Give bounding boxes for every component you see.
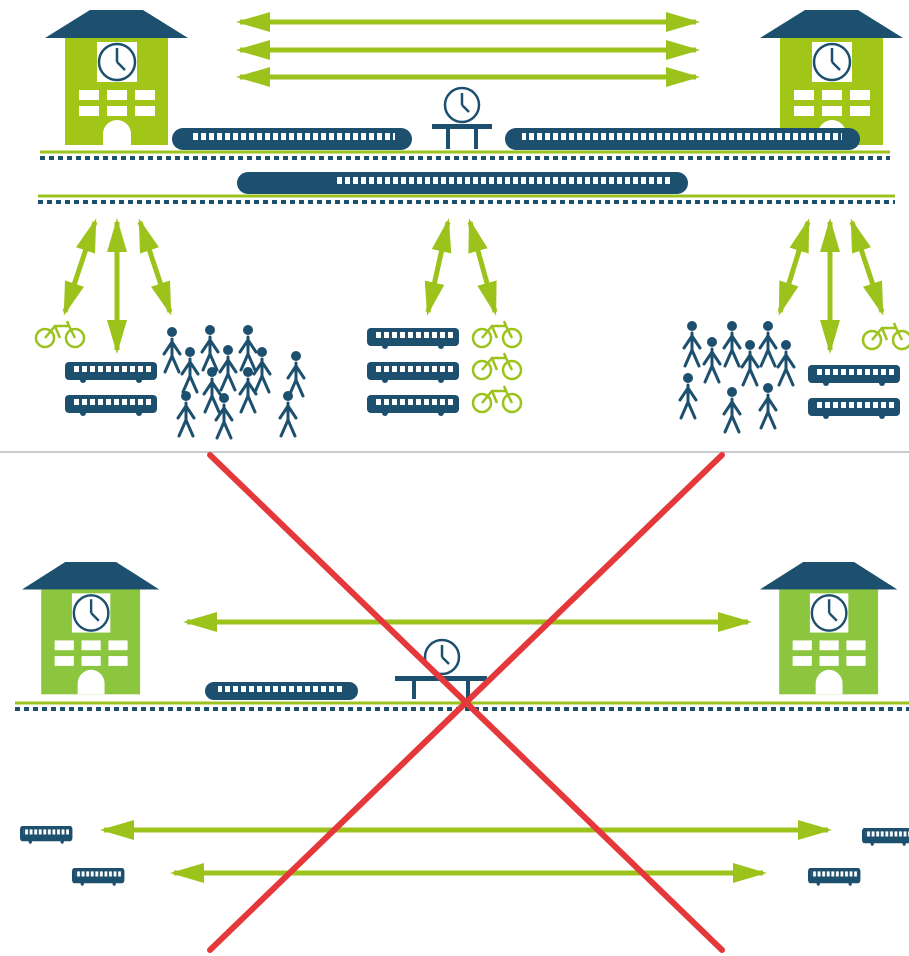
- top-scene-part: [758, 8, 905, 147]
- clock-platform-part: [466, 681, 470, 699]
- red-cross: [207, 452, 725, 953]
- top-scene-part: [740, 338, 760, 387]
- top-scene-part: [202, 365, 222, 414]
- access-arrows-part: [62, 218, 98, 316]
- top-scene-part: [65, 395, 157, 416]
- top-scene-part: [162, 325, 182, 374]
- access-arrows: [62, 218, 885, 354]
- train-part: [218, 686, 343, 692]
- clock-platform-part: [461, 104, 470, 113]
- access-arrows-part: [137, 218, 173, 316]
- top-scene-part: [176, 389, 196, 438]
- top-scene-part: [200, 323, 220, 372]
- access-arrows-part: [424, 218, 452, 316]
- top-scene-part: [238, 323, 258, 372]
- top-scene: [34, 8, 909, 440]
- top-scene-part: [678, 371, 698, 420]
- track: [38, 150, 895, 204]
- train-part: [335, 177, 670, 184]
- top-scene-part: [722, 385, 742, 434]
- top-scene-part: [286, 349, 306, 398]
- clock-platform-part: [432, 124, 492, 129]
- top-scene-part: [758, 319, 778, 368]
- access-arrows-part: [849, 218, 885, 316]
- top-scene-part: [367, 328, 459, 349]
- top-scene-part: [278, 389, 298, 438]
- clock-platform-part: [412, 681, 416, 699]
- station-arrows: [236, 12, 700, 87]
- top-scene-part: [722, 319, 742, 368]
- top-scene-part: [682, 319, 702, 368]
- bottom-scene-part: [758, 560, 899, 696]
- top-scene-part: [34, 319, 86, 349]
- top-scene-part: [65, 362, 157, 383]
- clock-platform: [432, 86, 492, 149]
- top-scene-part: [252, 345, 272, 394]
- bottom-scene: [15, 560, 909, 886]
- top-scene-part: [758, 381, 778, 430]
- top-scene-part: [214, 391, 234, 440]
- clock-platform-part: [474, 129, 478, 149]
- access-arrows-part: [777, 218, 811, 316]
- bottom-scene-part: [808, 868, 861, 886]
- train-part: [522, 133, 842, 140]
- top-scene-part: [43, 8, 190, 147]
- bottom-scene-part: [862, 828, 909, 846]
- clock-platform-part: [446, 129, 450, 149]
- top-scene-part: [471, 384, 523, 414]
- top-scene-part: [702, 335, 722, 384]
- bottom-scene-part: [72, 868, 125, 886]
- top-scene-part: [808, 398, 900, 419]
- top-scene-part: [861, 321, 909, 351]
- top-scene-part: [367, 395, 459, 416]
- top-scene-part: [808, 365, 900, 386]
- bus-arrows: [100, 820, 832, 883]
- top-scene-part: [180, 345, 200, 394]
- access-arrows-part: [467, 218, 498, 316]
- train: [205, 682, 358, 700]
- train-part: [190, 133, 395, 140]
- top-scene-part: [218, 343, 238, 392]
- bottom-scene-part: [20, 826, 73, 844]
- top-scene-part: [471, 351, 523, 381]
- top-scene-part: [471, 319, 523, 349]
- top-scene-part: [367, 362, 459, 383]
- bottom-scene-part: [20, 560, 161, 696]
- train: [172, 128, 860, 194]
- top-scene-part: [776, 338, 796, 387]
- clock-platform-part: [441, 656, 450, 665]
- red-cross-part: [207, 452, 725, 953]
